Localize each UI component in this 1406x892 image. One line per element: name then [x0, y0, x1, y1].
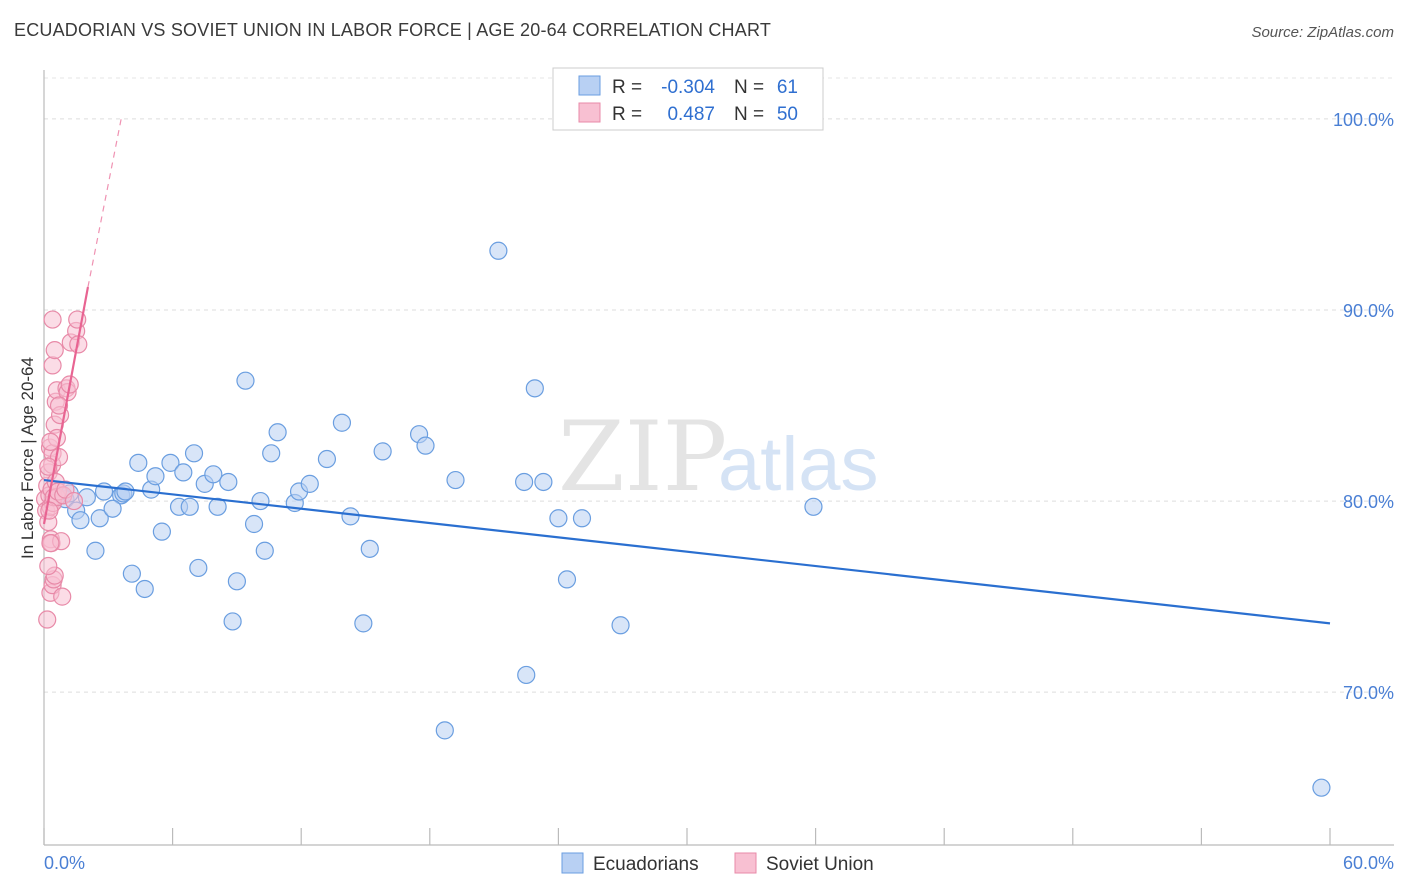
soviet-union-point	[39, 457, 58, 476]
bottom-legend-soviet-union: Soviet Union	[766, 854, 874, 875]
legend-r-value-2: 0.487	[667, 104, 715, 125]
series-ecuadorians	[45, 241, 1331, 797]
bottom-legend-ecuadorians: Ecuadorians	[593, 854, 699, 875]
ecuadorians-point	[251, 491, 270, 511]
ecuadorians-point	[446, 470, 465, 490]
ecuadorians-point	[204, 465, 223, 484]
ecuadorians-point	[244, 514, 264, 534]
legend-n-value-1: 61	[777, 77, 798, 98]
ecuadorians-point	[332, 413, 352, 432]
legend-n-label-1: N =	[734, 77, 764, 98]
ecuadorians-point	[341, 507, 360, 526]
soviet-union-point	[43, 310, 62, 329]
source-credit: Source: ZipAtlas.com	[1251, 24, 1394, 41]
ecuadorians-point	[236, 371, 255, 390]
ecuadorians-point	[317, 449, 337, 469]
watermark-atlas: atlas	[718, 422, 879, 507]
ecuadorians-point	[549, 509, 568, 528]
soviet-union-point	[64, 491, 84, 511]
series-legend: Ecuadorians Soviet Union	[561, 852, 874, 875]
ecuadorians-point	[262, 444, 281, 463]
ecuadorians-point	[86, 541, 105, 560]
trend-line-soviet-union	[42, 286, 90, 525]
x-tick-label-max: 60.0%	[1343, 853, 1394, 873]
soviet-union-point	[53, 587, 72, 606]
y-tick-labels: 70.0% 80.0% 90.0% 100.0%	[1333, 110, 1394, 703]
ecuadorians-point	[180, 497, 199, 516]
ecuadorians-point	[129, 453, 148, 472]
ecuadorians-point	[103, 499, 122, 518]
y-tick-label-80: 80.0%	[1343, 492, 1394, 512]
watermark-zip: ZIP	[558, 401, 727, 513]
watermark: ZIP atlas	[558, 401, 879, 513]
ecuadorians-point	[255, 541, 274, 560]
legend-r-label-2: R =	[612, 104, 642, 125]
ecuadorians-point	[184, 444, 204, 463]
x-tick-marks	[43, 828, 1331, 845]
x-tick-label-min: 0.0%	[44, 853, 85, 873]
chart-title: ECUADORIAN VS SOVIET UNION IN LABOR FORC…	[14, 20, 772, 40]
stats-legend: R = -0.304 N = 61 R = 0.487 N = 50	[552, 67, 824, 131]
ecuadorians-point	[804, 497, 823, 516]
ecuadorians-point	[90, 509, 109, 528]
soviet-union-point	[43, 356, 62, 375]
legend-swatch-soviet-union	[578, 102, 601, 123]
ecuadorians-point	[489, 241, 508, 260]
ecuadorians-point	[300, 474, 319, 493]
ecuadorians-point	[525, 379, 544, 398]
ecuadorians-point	[223, 612, 242, 631]
y-tick-label-70: 70.0%	[1343, 683, 1394, 703]
soviet-union-point	[38, 610, 57, 629]
ecuadorians-point	[416, 436, 435, 455]
ecuadorians-point	[354, 614, 373, 633]
ecuadorians-point	[572, 509, 592, 528]
y-tick-label-100: 100.0%	[1333, 110, 1394, 130]
ecuadorians-point	[373, 442, 392, 461]
legend-swatch-ecuadorians	[578, 75, 601, 96]
ecuadorians-point	[219, 472, 238, 492]
legend-r-label-1: R =	[612, 77, 642, 98]
ecuadorians-point	[227, 572, 246, 591]
ecuadorians-point	[116, 482, 135, 501]
ecuadorians-point	[517, 665, 536, 685]
soviet-union-point	[39, 556, 58, 576]
soviet-union-point	[45, 341, 64, 360]
bottom-legend-swatch-ecuadorians	[561, 852, 584, 874]
soviet-union-point	[49, 396, 69, 415]
ecuadorians-point	[557, 570, 577, 589]
trend-line-soviet-union-extension	[87, 118, 122, 288]
legend-n-value-2: 50	[777, 104, 798, 125]
soviet-union-point	[40, 501, 59, 520]
ecuadorians-point	[174, 463, 193, 482]
trend-line-ecuadorians	[43, 478, 1331, 625]
legend-n-label-2: N =	[734, 104, 764, 125]
ecuadorians-point	[189, 558, 208, 578]
ecuadorians-point	[611, 616, 630, 635]
soviet-union-point	[41, 534, 60, 553]
ecuadorians-point	[71, 511, 90, 530]
ecuadorians-point	[515, 472, 534, 492]
ecuadorians-point	[146, 467, 165, 486]
trend-lines	[42, 118, 1331, 625]
bottom-legend-swatch-soviet-union	[734, 852, 757, 874]
legend-r-value-1: -0.304	[661, 77, 715, 98]
ecuadorians-point	[435, 721, 454, 740]
y-axis-label: In Labor Force | Age 20-64	[18, 357, 37, 559]
y-tick-label-90: 90.0%	[1343, 301, 1394, 321]
ecuadorians-point	[122, 564, 141, 583]
ecuadorians-point	[268, 423, 287, 442]
ecuadorians-point	[360, 539, 379, 558]
ecuadorians-point	[1312, 778, 1331, 797]
ecuadorians-point	[534, 472, 553, 492]
ecuadorians-point	[161, 453, 180, 472]
ecuadorians-point	[135, 579, 154, 599]
ecuadorians-point	[152, 522, 171, 541]
soviet-union-point	[41, 432, 60, 451]
